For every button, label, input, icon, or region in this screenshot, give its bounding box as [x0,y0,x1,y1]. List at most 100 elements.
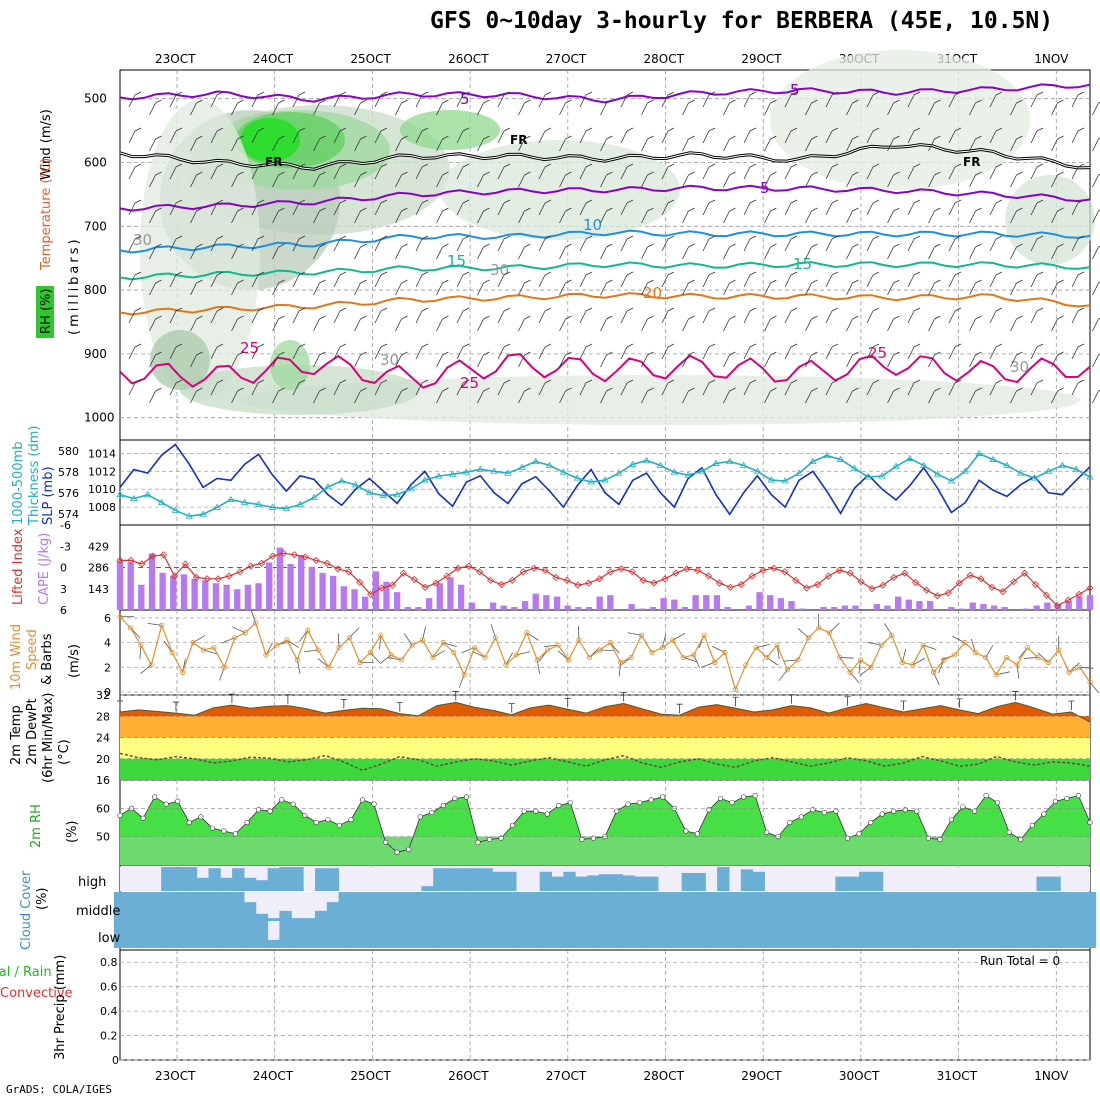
wind-barb [190,171,203,188]
wind-barb [723,351,736,368]
wind-barb [764,387,777,404]
thickness-marker [670,468,678,475]
cloud-bar [196,877,209,891]
cape-bar [585,607,593,610]
cloud-bar [421,921,434,948]
cape-bar [276,547,284,610]
lifted-index-marker [203,575,211,583]
rh-shading [140,50,1095,425]
wind-barb [846,171,859,188]
cloud-bar [480,868,493,891]
wind-barb [846,351,859,368]
temp-max-bar [228,693,235,704]
wind-barb [292,235,306,252]
cloud-bar [882,921,896,948]
cloud-bar [1048,921,1061,948]
wind-speed-marker [701,632,707,638]
cloud-bar [527,892,541,921]
wind-speed-marker [753,644,759,651]
rh-legend: RH (%) [39,289,54,334]
rh-marker [325,817,331,823]
cape-bar [639,608,646,610]
wind-barb [702,163,716,180]
lifted-index-marker [748,572,756,580]
lifted-index-marker [323,559,331,567]
cloud-bar [1072,921,1085,948]
cloud-bar [303,921,316,948]
date-label-top: 29OCT [741,52,782,66]
wind-barb [784,127,798,144]
wind-barb [231,243,244,260]
wind-barb [928,387,941,404]
wind-speed-marker [910,662,916,668]
wind-barb [559,279,572,296]
wind-barb [149,99,162,116]
cape-bar [1065,601,1072,610]
wind-barb [907,163,921,180]
wind-barb [190,243,203,260]
temp-tick-label: 20 [96,753,110,766]
wind-barb [231,99,244,116]
wind-barb [415,307,429,324]
lifted-index-marker [476,568,484,576]
wind-barb [456,379,470,396]
wind-panel: 6 4 2 0 [104,609,1100,699]
cloud-bar [657,921,671,948]
wind-barb [497,343,511,360]
rh-marker [544,811,550,817]
wind-barb [313,135,326,152]
cloud-bar [172,921,186,948]
cloud-bar [788,892,801,921]
lifted-index-marker [803,584,811,592]
wind-barb [887,351,900,368]
cape-bar [852,605,859,610]
rh-base-band [120,836,1090,865]
cloud-bar [220,877,233,891]
thickness-marker [615,469,623,476]
cloud-bar [575,921,588,948]
wind-barb [600,135,613,152]
rh-marker [798,814,804,820]
wind-barb [702,199,716,216]
wind-speed-marker [868,664,874,670]
lifted-index-line [120,552,1091,607]
wind-barb [723,171,736,188]
wind-barb [272,99,285,116]
rh-marker [290,801,296,807]
thickness-tick-label: 576 [58,487,79,500]
wind-barb [538,235,552,252]
rh-marker [152,794,158,800]
wind-barb [231,387,244,404]
rh-marker [694,831,700,837]
rh-contour-area [150,330,210,390]
wind-barb [395,351,408,368]
pressure-tick-label: 800 [84,283,107,297]
wind-barb [272,315,285,332]
rh-marker [867,819,874,826]
rh-marker [175,798,181,804]
wind-barb [989,343,1003,360]
wind-barb [251,343,265,360]
wind-barb [374,307,388,324]
wind-barb [374,91,388,108]
lifted-index-marker [378,584,386,592]
thickness-marker [296,500,304,507]
wind-barb [825,379,839,396]
contour-label: 20 [643,284,662,302]
wind-speed-marker [993,672,999,678]
wind-speed-marker [357,659,363,665]
wind-barb [1071,235,1085,252]
wind-barb [538,379,552,396]
wind-barb [743,127,757,144]
thickness-marker [1017,469,1025,476]
wind-speed-marker [138,642,144,648]
lifted-index-marker [465,562,473,570]
cloud-bar [267,918,280,921]
wind-barb [805,387,818,404]
wind-barb [518,207,531,224]
date-label-top: 28OCT [644,52,685,66]
wind-barb [251,127,265,144]
wind-speed-marker [774,642,780,648]
wind-barb [784,235,798,252]
wind-barb [989,163,1003,180]
